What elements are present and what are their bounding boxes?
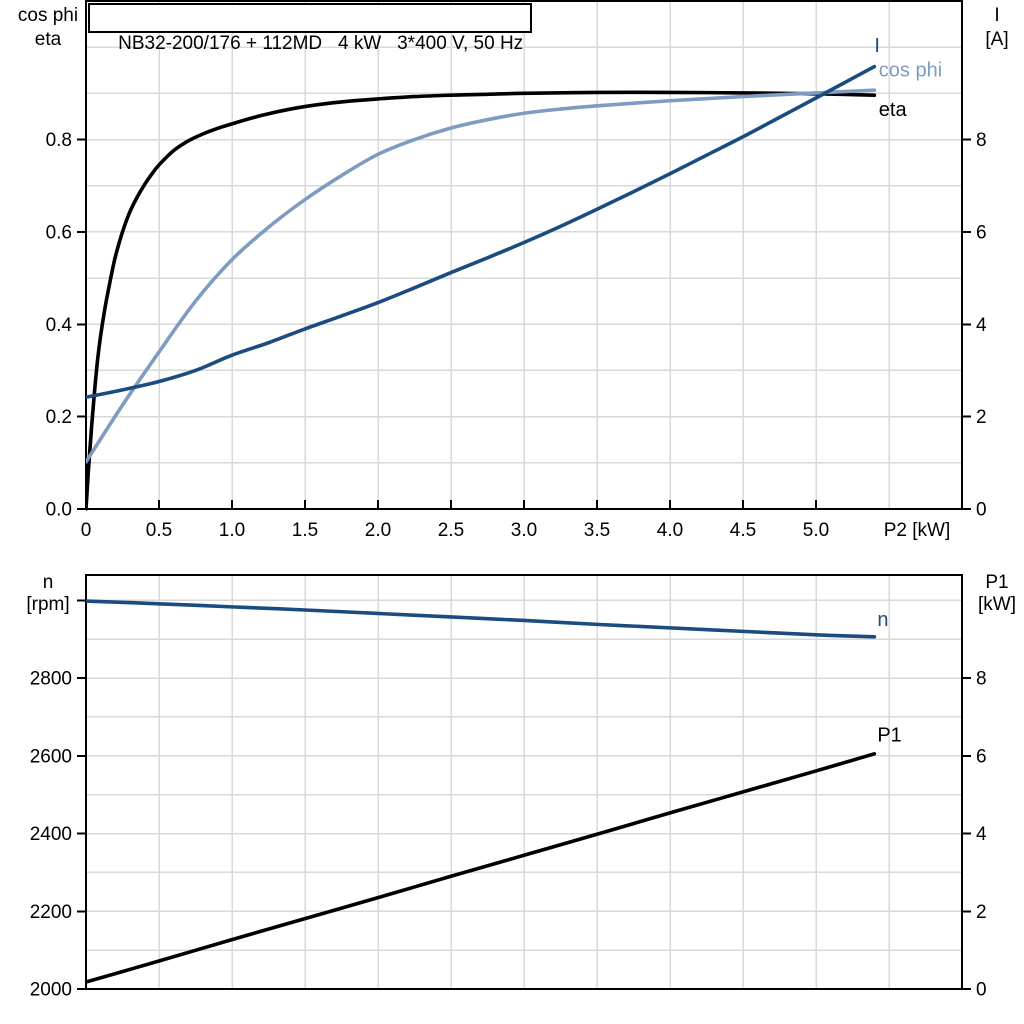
y-right-axis-title: [kW] (978, 594, 1016, 615)
y-left-tick-label: 2000 (30, 980, 72, 1001)
x-tick-label: 0.5 (146, 520, 172, 541)
y-right-tick-label: 6 (976, 222, 987, 243)
y-right-tick-label: 2 (976, 902, 987, 923)
y-left-axis-title: [rpm] (26, 594, 69, 615)
y-left-tick-label: 2400 (30, 824, 72, 845)
y-right-tick-label: 4 (976, 315, 987, 336)
axis-ticks (77, 599, 971, 990)
chart-title-box: NB32-200/176 + 112MD 4 kW 3*400 V, 50 Hz (88, 3, 533, 54)
P1-curve (86, 752, 877, 984)
x-tick-label: 5.0 (803, 520, 829, 541)
y-left-tick-label: 2800 (30, 669, 72, 690)
y-left-tick-label: 0.6 (46, 222, 72, 243)
I-curve-label: I (874, 35, 880, 57)
grid-lines (86, 1, 962, 509)
y-left-tick-label: 0.8 (46, 130, 72, 151)
cos-phi-curve (86, 88, 877, 464)
y-right-tick-label: 0 (976, 980, 987, 1001)
motor-electrical-chart: 0.0 0.2 0.4 0.6 0.8 0 2 4 6 8 0 0.5 1.0 1.5 2.0 2.5 3.0 3… (18, 0, 1009, 541)
x-tick-label: 1.0 (219, 520, 245, 541)
y-right-tick-label: 4 (976, 824, 987, 845)
y-right-axis-title: I (994, 5, 999, 26)
y-right-axis-title: [A] (985, 29, 1008, 50)
P1-curve-label: P1 (877, 724, 901, 746)
plot-frame (85, 574, 963, 990)
y-right-tick-label: 8 (976, 130, 987, 151)
chart-title: NB32-200/176 + 112MD 4 kW 3*400 V, 50 Hz (118, 33, 524, 54)
y-left-tick-label: 0.0 (46, 500, 72, 521)
curve-labels: n P1 (877, 609, 901, 746)
series-curves (86, 599, 877, 984)
y-right-tick-label: 2 (976, 407, 987, 428)
x-tick-label: 2.0 (365, 520, 391, 541)
x-tick-label: 0 (81, 520, 92, 541)
x-tick-label: 2.5 (438, 520, 464, 541)
y-left-tick-label: 2200 (30, 902, 72, 923)
y-right-tick-label: 0 (976, 500, 987, 521)
y-left-tick-label: 2600 (30, 746, 72, 767)
x-tick-label: 4.0 (657, 520, 683, 541)
eta-curve (86, 90, 877, 511)
y-left-axis-title: cos phi (18, 5, 78, 26)
x-tick-label: 3.5 (584, 520, 610, 541)
y-right-tick-label: 8 (976, 669, 987, 690)
x-tick-label: 3.0 (511, 520, 537, 541)
x-axis-title: P2 [kW] (884, 520, 951, 541)
series-curves (86, 64, 877, 511)
cos-phi-curve-label: cos phi (879, 59, 942, 81)
axis-tick-labels: 2000 2200 2400 2600 2800 0 2 4 6 8 (30, 669, 987, 1001)
x-tick-label: 1.5 (292, 520, 318, 541)
y-left-axis-title: eta (35, 29, 62, 50)
axis-corner-titles: cos phi eta I [A] (18, 5, 1009, 50)
y-left-tick-label: 0.2 (46, 407, 72, 428)
axis-tick-labels: 0.0 0.2 0.4 0.6 0.8 0 2 4 6 8 0 0.5 1.0 1.5 2.0 2.5 3.0 3… (46, 130, 987, 541)
y-left-axis-title: n (43, 572, 54, 593)
y-right-tick-label: 6 (976, 746, 987, 767)
eta-curve-label: eta (879, 99, 908, 121)
I-curve (86, 64, 877, 400)
axis-ticks (77, 138, 971, 510)
n-curve (86, 599, 877, 639)
y-left-tick-label: 0.4 (46, 315, 73, 336)
n-curve-label: n (877, 609, 888, 631)
y-right-axis-title: P1 (985, 572, 1008, 593)
x-tick-label: 4.5 (730, 520, 756, 541)
axis-corner-titles: n[rpm] P1[kW] (26, 572, 1016, 615)
